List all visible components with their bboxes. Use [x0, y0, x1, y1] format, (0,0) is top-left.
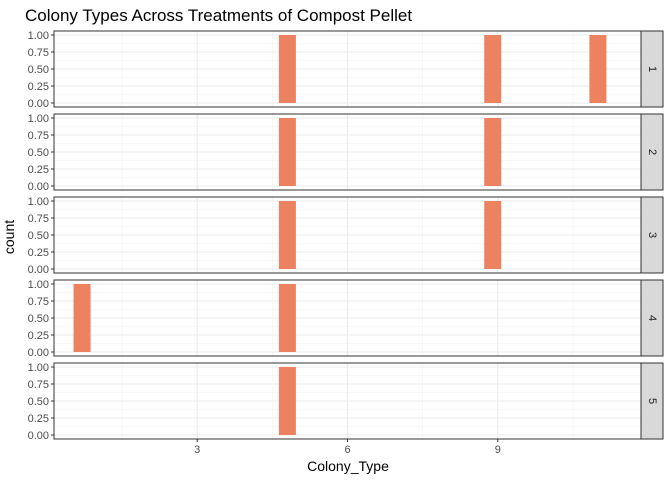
bar	[278, 284, 296, 352]
y-tick-label: 0.25	[28, 247, 49, 259]
bar	[278, 118, 296, 186]
y-tick-label: 0.50	[28, 313, 49, 325]
y-tick-label: 0.25	[28, 164, 49, 176]
facet-strip-label: 1	[646, 66, 658, 72]
facet-strip-label: 3	[646, 232, 658, 238]
bar	[484, 201, 502, 269]
y-tick-label: 1.00	[28, 196, 49, 208]
facet-strip-label: 4	[646, 315, 658, 321]
facet-strip-label: 2	[646, 149, 658, 155]
y-tick-label: 0.50	[28, 396, 49, 408]
y-tick-label: 0.00	[28, 264, 49, 276]
y-tick-label: 1.00	[28, 279, 49, 291]
x-tick-label: 9	[495, 444, 501, 456]
facet-strip-label: 5	[646, 398, 658, 404]
bar	[484, 35, 502, 103]
facet-panel-5: 0.00 0.25 0.50 0.75 1.00 5	[28, 362, 664, 442]
y-tick-label: 0.50	[28, 64, 49, 76]
x-axis-title: Colony_Type	[307, 458, 389, 474]
y-tick-label: 0.00	[28, 430, 49, 442]
facet-strip	[640, 30, 664, 108]
facet-panel-2: 0.00 0.25 0.50 0.75 1.00 2	[28, 113, 664, 193]
facet-strip	[640, 279, 664, 357]
bar	[484, 118, 502, 186]
y-tick-label: 0.25	[28, 330, 49, 342]
x-tick-label: 6	[344, 444, 350, 456]
bar	[73, 284, 91, 352]
y-tick-label: 0.75	[28, 47, 49, 59]
x-tick-label: 3	[194, 444, 200, 456]
facet-strip	[640, 362, 664, 440]
facet-panel-4: 0.00 0.25 0.50 0.75 1.00 4	[28, 279, 664, 359]
y-tick-label: 1.00	[28, 30, 49, 42]
y-tick-label: 1.00	[28, 362, 49, 374]
y-tick-label: 0.00	[28, 98, 49, 110]
bar	[278, 201, 296, 269]
y-tick-label: 0.75	[28, 296, 49, 308]
y-tick-label: 0.50	[28, 147, 49, 159]
y-tick-label: 0.75	[28, 213, 49, 225]
chart-title: Colony Types Across Treatments of Compos…	[25, 6, 412, 25]
y-tick-label: 0.00	[28, 181, 49, 193]
y-tick-label: 0.75	[28, 379, 49, 391]
y-tick-label: 0.75	[28, 130, 49, 142]
y-tick-label: 0.25	[28, 81, 49, 93]
y-axis-title: count	[1, 220, 17, 254]
bar	[278, 35, 296, 103]
y-tick-label: 1.00	[28, 113, 49, 125]
y-tick-label: 0.50	[28, 230, 49, 242]
facet-strip	[640, 113, 664, 191]
facet-panels: 0.00 0.25 0.50 0.75 1.00 1 0.00 0.25 0.50 0.75 1.0…	[28, 30, 664, 442]
x-axis: 3 6 9	[194, 439, 501, 456]
facet-panel-3: 0.00 0.25 0.50 0.75 1.00 3	[28, 196, 664, 276]
facet-panel-1: 0.00 0.25 0.50 0.75 1.00 1	[28, 30, 664, 110]
y-tick-label: 0.00	[28, 347, 49, 359]
y-tick-label: 0.25	[28, 413, 49, 425]
bar	[589, 35, 607, 103]
bar	[278, 367, 296, 435]
facet-strip	[640, 196, 664, 274]
